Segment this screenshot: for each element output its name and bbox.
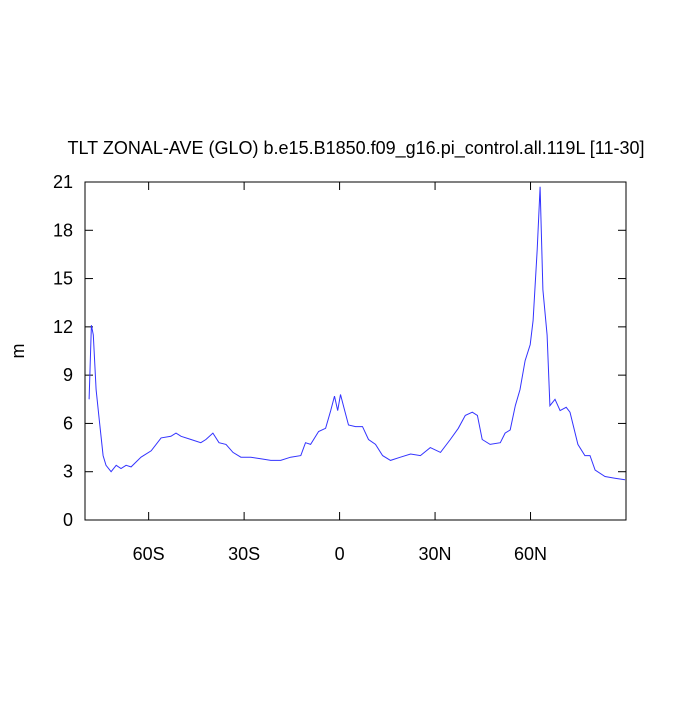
y-tick-label: 15 xyxy=(53,269,73,289)
y-tick-label: 6 xyxy=(63,413,73,433)
data-line xyxy=(88,186,626,481)
x-tick-label: 60N xyxy=(514,544,547,564)
plot-frame xyxy=(84,181,627,521)
y-tick-label: 21 xyxy=(53,172,73,192)
x-tick-label: 0 xyxy=(335,544,345,564)
y-tick-label: 0 xyxy=(63,510,73,530)
y-axis-label: m xyxy=(8,344,28,359)
x-tick-label: 30S xyxy=(228,544,260,564)
x-tick-label: 60S xyxy=(133,544,165,564)
y-tick-label: 12 xyxy=(53,317,73,337)
y-tick-label: 9 xyxy=(63,365,73,385)
chart-title: TLT ZONAL-AVE (GLO) b.e15.B1850.f09_g16.… xyxy=(68,138,645,159)
y-tick-label: 3 xyxy=(63,462,73,482)
y-tick-label: 18 xyxy=(53,220,73,240)
x-tick-label: 30N xyxy=(419,544,452,564)
